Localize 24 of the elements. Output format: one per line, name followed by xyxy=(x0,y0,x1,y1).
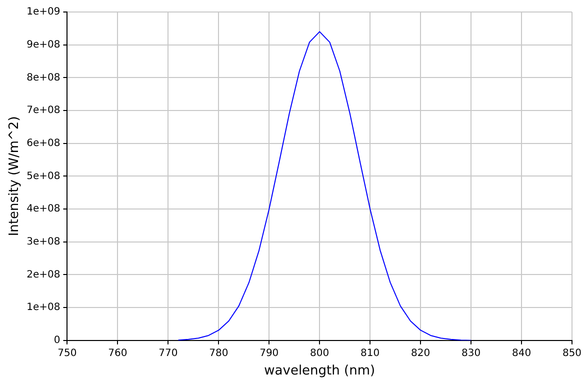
y-tick-label: 3e+08 xyxy=(26,236,60,248)
x-tick-label: 840 xyxy=(512,348,532,359)
y-tick-label: 6e+08 xyxy=(26,138,60,149)
x-tick-label: 780 xyxy=(209,348,228,359)
y-tick-label: 9e+08 xyxy=(26,39,60,50)
y-tick-label: 7e+08 xyxy=(26,105,60,116)
x-tick-label: 760 xyxy=(108,348,128,359)
x-tick-label: 770 xyxy=(158,348,178,359)
y-axis-title: Intensity (W/m^2) xyxy=(7,116,22,236)
x-tick-label: 750 xyxy=(58,348,77,359)
y-tick-label: 1e+09 xyxy=(26,6,60,18)
x-tick-label: 850 xyxy=(562,348,582,359)
x-tick-label: 800 xyxy=(310,348,330,359)
x-tick-label: 810 xyxy=(360,348,380,359)
x-tick-label: 790 xyxy=(260,348,279,359)
y-tick-label: 1e+08 xyxy=(26,302,60,314)
y-tick-label: 4e+08 xyxy=(26,204,60,215)
y-tick-label: 5e+08 xyxy=(26,170,60,182)
y-tick-label: 8e+08 xyxy=(26,72,60,84)
x-tick-label: 830 xyxy=(461,348,481,359)
y-tick-label: 2e+08 xyxy=(26,269,60,280)
x-axis-title: wavelength (nm) xyxy=(264,364,376,379)
y-tick-label: 0 xyxy=(54,334,60,346)
x-tick-label: 820 xyxy=(411,348,430,359)
